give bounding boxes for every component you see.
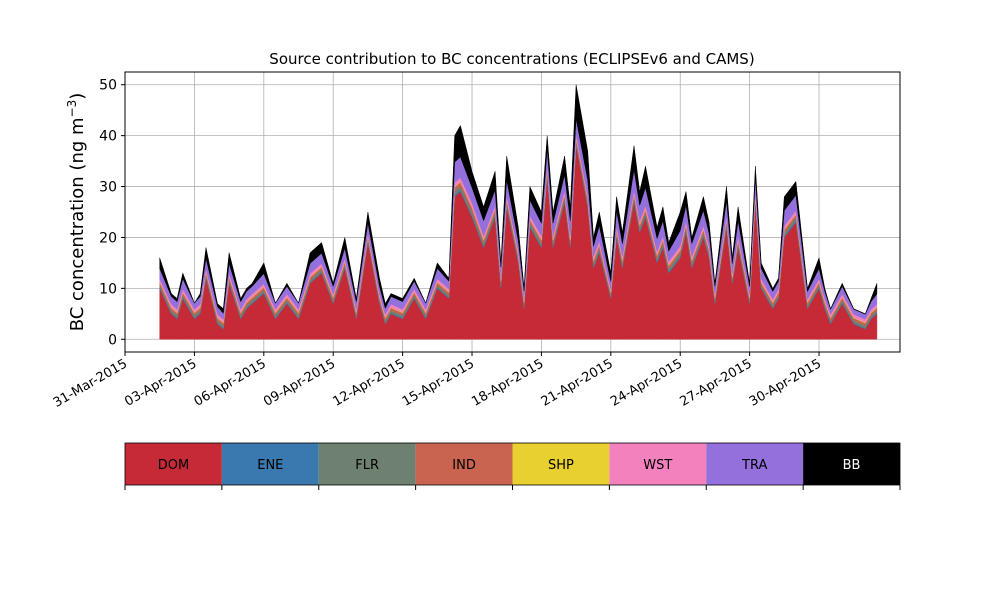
colorbar: DOM ENE FLR IND SHP WST TRA BB: [124, 442, 901, 490]
colorbar-swatch-ind: [415, 443, 513, 485]
y-tick-label: 30: [99, 180, 117, 196]
colorbar-label-tra: TRA: [741, 458, 767, 473]
colorbar-swatch-bb: [803, 443, 900, 485]
y-tick-label: 0: [108, 332, 117, 348]
y-axis-label-superscript: −3: [65, 100, 79, 118]
colorbar-swatch-tra: [706, 443, 804, 485]
colorbar-swatch-shp: [512, 443, 610, 485]
colorbar-swatch-wst: [609, 443, 707, 485]
area-bb: [159, 84, 878, 315]
colorbar-label-flr: FLR: [355, 458, 379, 473]
colorbar-label-dom: DOM: [158, 458, 189, 473]
y-tick-label: 40: [99, 129, 117, 145]
y-tick-label: 50: [99, 78, 117, 94]
y-axis-label: BC concentration (ng m−3): [65, 93, 88, 332]
colorbar-label-bb: BB: [843, 458, 861, 473]
colorbar-label-ene: ENE: [257, 458, 283, 473]
colorbar-label-wst: WST: [643, 458, 672, 473]
y-tick-label: 20: [99, 230, 117, 246]
y-axis-label-text: BC concentration (ng m: [67, 117, 88, 331]
colorbar-label-ind: IND: [452, 458, 476, 473]
colorbar-swatch-flr: [318, 443, 416, 485]
stacked-areas: [159, 84, 878, 340]
y-axis-ticks: 0 10 20 30 40 50: [99, 78, 125, 348]
y-axis-label-close: ): [67, 93, 88, 100]
chart-title: Source contribution to BC concentrations…: [269, 50, 754, 68]
y-tick-label: 10: [99, 281, 117, 297]
colorbar-swatch-dom: [125, 443, 222, 485]
colorbar-label-shp: SHP: [548, 458, 574, 473]
plot-frame: [124, 71, 901, 353]
colorbar-swatch-ene: [221, 443, 319, 485]
